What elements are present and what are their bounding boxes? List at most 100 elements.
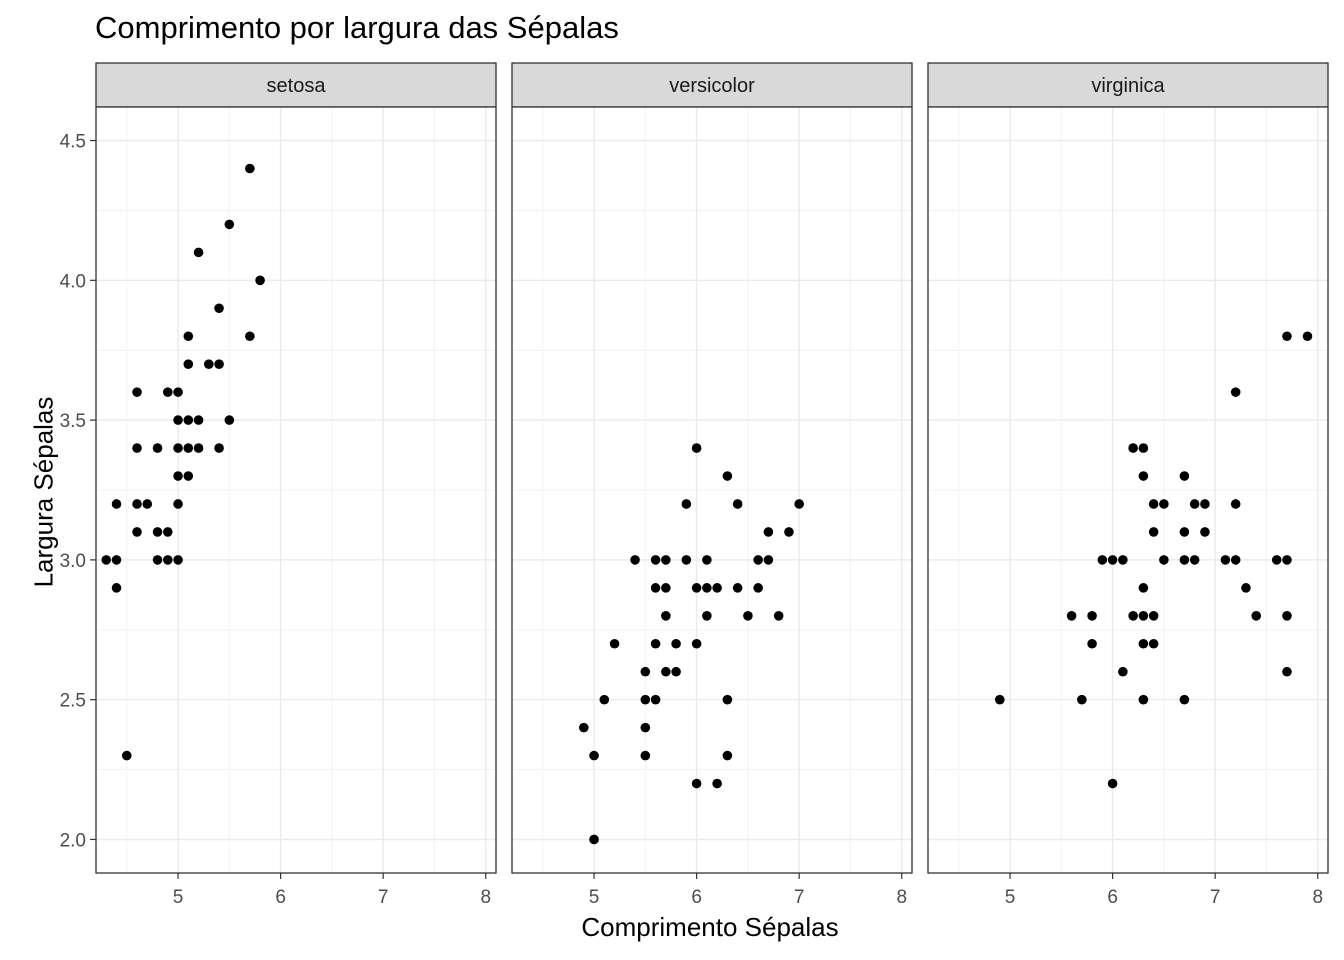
x-tick-label: 6: [1107, 887, 1118, 908]
data-point: [173, 499, 183, 509]
panel-border: [927, 106, 1329, 874]
data-point: [732, 499, 743, 509]
data-point: [1148, 638, 1159, 649]
data-point: [193, 443, 204, 453]
data-point: [722, 750, 733, 761]
data-point: [650, 555, 661, 565]
data-point: [1302, 331, 1313, 342]
data-point: [1220, 555, 1231, 565]
data-point: [722, 694, 733, 705]
data-point: [111, 583, 122, 593]
data-point: [245, 331, 255, 342]
data-point: [121, 750, 132, 761]
data-point: [1189, 555, 1200, 565]
data-point: [1138, 471, 1149, 481]
facet-strip: [95, 62, 497, 108]
data-point: [1138, 611, 1149, 621]
x-tick-label: 8: [1312, 887, 1323, 908]
data-point: [640, 750, 651, 761]
data-point: [1097, 555, 1108, 565]
data-point: [183, 331, 194, 342]
data-point: [773, 611, 784, 621]
data-point: [578, 722, 589, 733]
facet-strip: [927, 62, 1329, 108]
data-point: [132, 443, 142, 453]
data-point: [1159, 555, 1169, 565]
y-tick-label: 4.5: [60, 132, 86, 153]
y-tick-label: 4.0: [60, 271, 86, 292]
data-point: [1128, 611, 1138, 621]
x-axis-title: Comprimento Sépalas: [581, 912, 839, 942]
data-point: [691, 778, 702, 789]
data-point: [661, 666, 671, 677]
data-point: [162, 555, 173, 565]
data-point: [142, 499, 153, 509]
data-point: [1189, 499, 1200, 509]
data-point: [214, 303, 224, 314]
data-point: [1087, 638, 1097, 649]
data-point: [1179, 471, 1190, 481]
x-tick-label: 5: [173, 887, 184, 908]
data-point: [1230, 499, 1241, 509]
data-point: [1138, 638, 1149, 649]
data-point: [162, 527, 173, 537]
y-tick-label: 2.0: [60, 830, 86, 851]
data-point: [1138, 583, 1149, 593]
data-point: [1179, 527, 1190, 537]
data-point: [1282, 611, 1292, 621]
data-point: [1107, 778, 1118, 789]
x-tick-label: 5: [589, 887, 600, 908]
data-point: [132, 387, 142, 397]
data-point: [1251, 611, 1262, 621]
data-point: [753, 583, 763, 593]
data-point: [1148, 527, 1159, 537]
data-point: [1282, 555, 1292, 565]
data-point: [162, 387, 173, 397]
data-point: [132, 527, 142, 537]
data-point: [224, 415, 235, 425]
data-point: [1159, 499, 1169, 509]
data-point: [753, 555, 763, 565]
data-point: [214, 443, 224, 453]
data-point: [763, 555, 774, 565]
data-point: [183, 471, 194, 481]
data-point: [671, 638, 681, 649]
x-tick-label: 7: [794, 887, 805, 908]
data-point: [1282, 666, 1292, 677]
data-point: [214, 359, 224, 369]
data-point: [712, 583, 722, 593]
chart-title: Comprimento por largura das Sépalas: [95, 10, 619, 45]
data-point: [183, 359, 194, 369]
data-point: [255, 275, 265, 286]
data-point: [173, 471, 183, 481]
x-tick-label: 7: [1210, 887, 1221, 908]
data-point: [152, 443, 163, 453]
data-point: [994, 694, 1005, 705]
data-point: [1148, 499, 1159, 509]
data-point: [763, 527, 774, 537]
data-point: [671, 666, 681, 677]
data-point: [589, 834, 599, 845]
data-point: [650, 583, 661, 593]
data-point: [794, 499, 804, 509]
data-point: [204, 359, 214, 369]
data-point: [173, 415, 183, 425]
data-point: [1138, 443, 1149, 453]
data-point: [640, 722, 651, 733]
data-point: [111, 555, 122, 565]
data-point: [183, 415, 194, 425]
data-point: [1118, 555, 1128, 565]
panel-border: [95, 106, 497, 874]
data-point: [1107, 555, 1118, 565]
data-point: [245, 163, 255, 174]
data-point: [1066, 611, 1077, 621]
data-point: [691, 583, 702, 593]
data-point: [1179, 555, 1190, 565]
data-point: [732, 583, 743, 593]
data-point: [650, 694, 661, 705]
facet-label: versicolor: [669, 75, 755, 97]
data-point: [784, 527, 794, 537]
x-tick-label: 8: [480, 887, 491, 908]
data-point: [640, 694, 651, 705]
y-tick-label: 3.0: [60, 551, 86, 572]
